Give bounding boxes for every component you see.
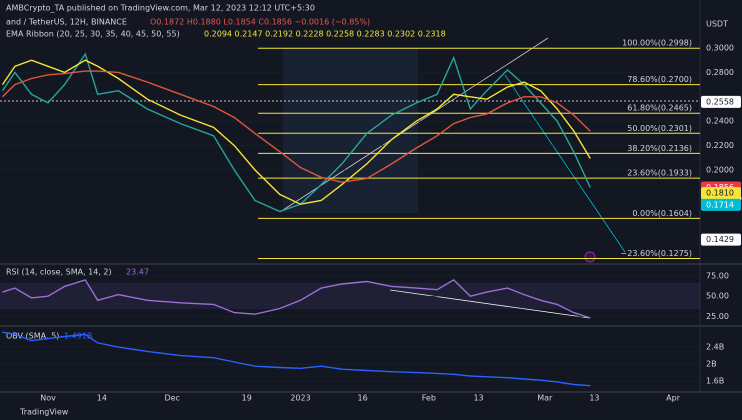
price-label: 0.1714 (706, 200, 734, 209)
subtitle: EMA Ribbon (20, 25, 30, 35, 40, 45, 50, … (6, 30, 180, 39)
x-tick-label: Mar (537, 394, 553, 403)
y-tick-label: 0.2400 (706, 117, 734, 126)
x-tick-label: 13 (473, 394, 483, 403)
fib-label: 23.60%(0.1933) (627, 169, 692, 178)
obv-value: 1.491B (64, 332, 92, 341)
price-label-box (701, 233, 741, 246)
footer: TradingView (19, 408, 69, 417)
x-tick-label: 16 (358, 394, 368, 403)
x-tick-label: 19 (242, 394, 252, 403)
y-tick-label: 1.6B (706, 377, 724, 386)
price-label: 0.1429 (706, 235, 734, 244)
obv-title: OBV (SMA, 5) (6, 332, 59, 341)
fib-label: 100.00%(0.2998) (622, 39, 692, 48)
fib-label: 0.00%(0.1604) (632, 209, 692, 218)
subtitle-values: 0.2094 0.2147 0.2192 0.2228 0.2258 0.228… (204, 30, 446, 39)
price-label-box (701, 187, 741, 200)
x-tick-label: 14 (97, 394, 107, 403)
y-tick-label: 0.2800 (706, 68, 734, 77)
fib-label: −23.60%(0.1275) (621, 249, 692, 258)
header: AMBCrypto_TA published on TradingView.co… (6, 4, 315, 13)
series-line (2, 70, 591, 183)
trend-line (504, 74, 626, 253)
icon (584, 251, 596, 263)
y-tick-label: 0.3000 (706, 43, 734, 52)
x-tick-label: Nov (40, 394, 56, 403)
price-label-box (701, 198, 741, 211)
x-tick-label: 13 (589, 394, 599, 403)
y-tick-label: 75.00 (706, 271, 729, 280)
y-tick-label: 0.2200 (706, 141, 734, 150)
series-line (2, 331, 591, 387)
trend-line (279, 37, 549, 213)
series-line (1, 59, 591, 205)
y-tick-label: 2.4B (706, 343, 724, 352)
fib-label: 50.00%(0.2301) (627, 124, 692, 133)
y-tick-label: 50.00 (706, 292, 729, 301)
y-tick-label: 0.2000 (706, 165, 734, 174)
trend-line (389, 289, 591, 319)
axis-unit: USDT (706, 20, 728, 29)
x-tick-label: Dec (164, 394, 179, 403)
rsi-title: RSI (14, close, SMA, 14, 2) (6, 268, 112, 277)
x-tick-label: Apr (666, 394, 681, 403)
series-line (1, 52, 591, 213)
price-label: 0.1810 (706, 189, 734, 198)
chart-title: and / TetherUS, 12H, BINANCE (6, 18, 127, 27)
ohlc: O0.1872 H0.1880 L0.1854 C0.1856 −0.0016 … (150, 18, 370, 27)
y-tick-label: 25.00 (706, 312, 729, 321)
x-tick-label: Feb (422, 394, 436, 403)
y-tick-label: 2B (706, 360, 717, 369)
price-label: 0.2558 (706, 97, 734, 106)
x-tick-label: 2023 (290, 394, 310, 403)
fib-label: 61.80%(0.2465) (627, 104, 692, 113)
fib-label: 78.60%(0.2700) (627, 75, 692, 84)
series-line (2, 279, 591, 319)
fib-label: 38.20%(0.2136) (627, 144, 692, 153)
range-box (283, 48, 418, 213)
rsi-value: 23.47 (126, 268, 149, 277)
price-label-box (701, 95, 741, 108)
